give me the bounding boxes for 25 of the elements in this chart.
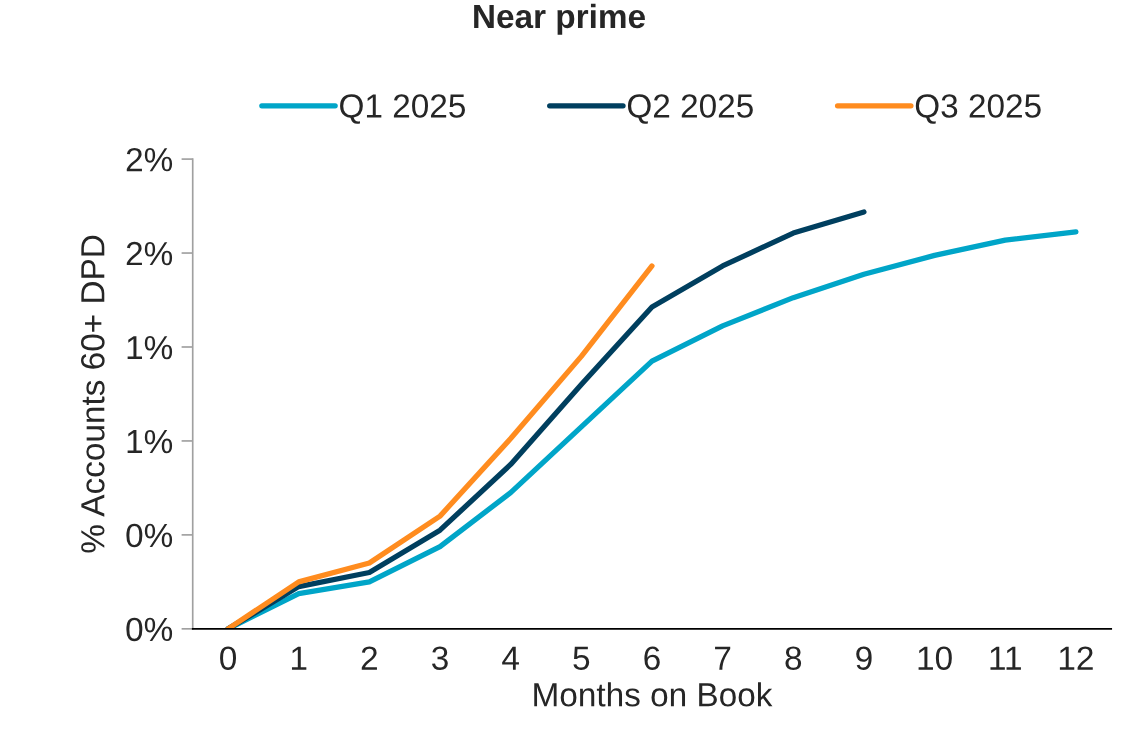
- x-tick-label: 1: [291, 646, 307, 670]
- x-tick-label: 3: [432, 646, 448, 670]
- legend-label: Q1 2025: [340, 94, 465, 124]
- x-tick-label: 9: [856, 646, 872, 670]
- chart-title: Near prime: [474, 3, 645, 35]
- y-tick-label: 0%: [126, 617, 173, 642]
- x-tick-label: 8: [785, 646, 802, 670]
- x-tick-label: 2: [361, 646, 377, 670]
- x-tick-label: 0: [220, 646, 237, 670]
- x-tick-label: 11: [990, 646, 1021, 670]
- y-tick-label: 1%: [127, 429, 173, 454]
- y-tick-label: 1%: [127, 335, 173, 360]
- x-tick-label: 5: [573, 646, 590, 670]
- x-tick-label: 12: [1059, 646, 1093, 670]
- y-tick-label: 0%: [126, 523, 173, 548]
- x-tick-label: 7: [715, 646, 731, 670]
- y-tick-label: 2%: [126, 241, 173, 266]
- y-tick-label: 2%: [126, 147, 173, 172]
- x-tick-label: 4: [502, 646, 519, 670]
- x-tick-label: 6: [644, 646, 660, 670]
- legend-label: Q3 2025: [915, 94, 1041, 124]
- x-tick-label: 10: [918, 646, 952, 670]
- x-axis-title: Months on Book: [534, 682, 773, 707]
- y-axis-title: % Accounts 60+ DPD: [81, 235, 105, 553]
- legend-label: Q2 2025: [627, 94, 753, 124]
